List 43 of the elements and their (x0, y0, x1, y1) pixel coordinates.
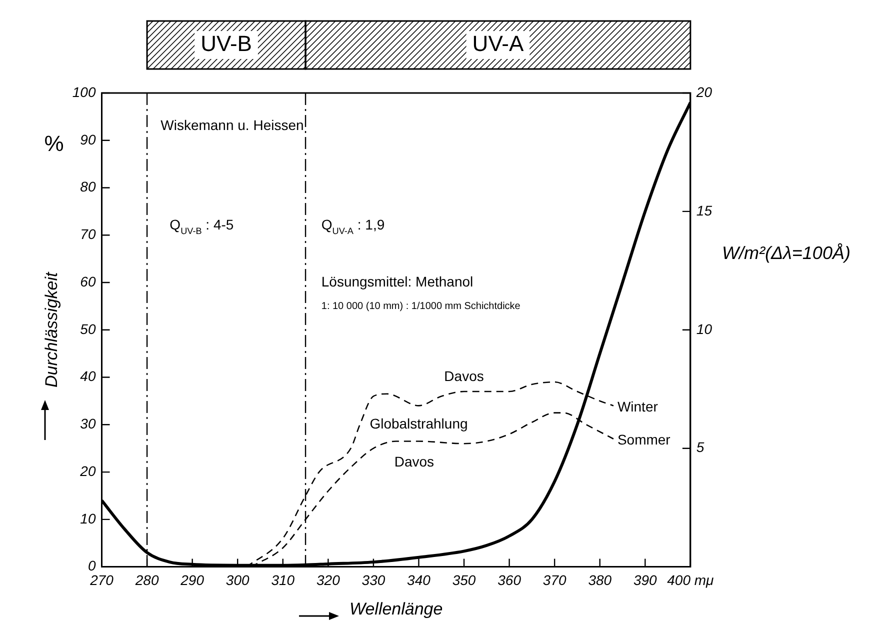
text: UV-A (472, 31, 524, 56)
x-tick-label: 280 (134, 572, 159, 588)
series-label: Sommer (617, 432, 671, 448)
annotation: Davos (444, 368, 484, 384)
annotation: Globalstrahlung (370, 416, 468, 432)
y2-tick-label: 15 (696, 202, 712, 218)
y-tick-label: 60 (80, 273, 96, 290)
y-tick-label: 10 (80, 510, 96, 526)
x-tick-label: 400 mμ (667, 572, 714, 588)
x-tick-label: 370 (542, 572, 566, 588)
y-axis-title: Durchlässigkeit (42, 270, 61, 388)
y2-tick-label: 20 (695, 84, 712, 100)
annotation: Wiskemann u. Heissen (160, 117, 304, 134)
y-tick-label: 80 (80, 178, 96, 195)
y2-tick-label: 10 (696, 320, 712, 337)
annotation: 1: 10 000 (10 mm) : 1/1000 mm Schichtdicke (321, 300, 521, 312)
y-tick-label: 0 (88, 558, 96, 574)
y-tick-label: 20 (79, 462, 96, 479)
x-tick-label: 380 (588, 572, 612, 588)
y-tick-label: 40 (80, 368, 96, 384)
text: UV-B (200, 31, 252, 56)
x-tick-label: 290 (180, 572, 204, 588)
x-tick-label: 320 (316, 572, 340, 588)
y-tick-label: 100 (72, 84, 96, 100)
x-tick-label: 350 (452, 572, 476, 588)
x-tick-label: 330 (362, 572, 386, 588)
x-tick-label: 300 (226, 572, 250, 588)
y-tick-label: 50 (80, 320, 96, 337)
annotation: Davos (394, 453, 434, 470)
x-tick-label: 270 (89, 572, 114, 588)
x-tick-label: 390 (633, 572, 658, 588)
x-axis-title: Wellenlänge (349, 600, 443, 619)
y-tick-label: 90 (80, 131, 96, 148)
annotation: Lösungsmittel: Methanol (321, 273, 474, 290)
y2-tick-label: 5 (696, 439, 704, 456)
x-tick-label: 360 (498, 572, 522, 588)
text: % (44, 131, 64, 156)
series-label: Winter (617, 398, 658, 415)
y-tick-label: 70 (80, 226, 96, 242)
y2-axis-title: W/m²(Δλ=100Å) (722, 243, 850, 264)
x-tick-label: 340 (407, 572, 431, 588)
y-tick-label: 30 (80, 416, 96, 432)
x-tick-label: 310 (271, 572, 295, 588)
